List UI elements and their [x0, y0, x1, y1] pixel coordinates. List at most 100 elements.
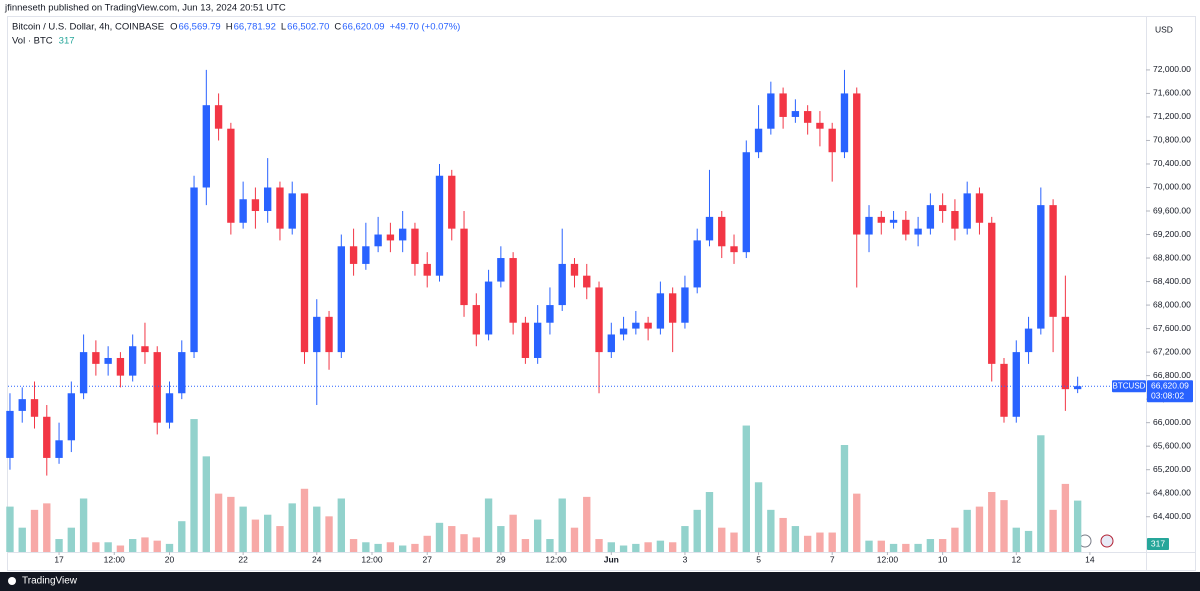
legend-value: 66,781.92	[234, 22, 276, 33]
x-tick-label: Jun	[604, 554, 619, 564]
volume-bar	[1037, 435, 1045, 552]
footer-bar	[0, 572, 1200, 591]
candle-body	[300, 193, 309, 353]
volume-bar	[411, 543, 419, 552]
volume-bar	[116, 545, 125, 552]
volume-bar	[681, 526, 689, 552]
candle-body	[988, 222, 996, 364]
candle-body	[202, 105, 211, 188]
volume-bar	[55, 539, 63, 552]
volume-bar	[877, 540, 885, 552]
candle-body	[276, 187, 284, 229]
candle-body	[730, 246, 738, 253]
volume-bar	[337, 498, 345, 552]
volume-bar	[276, 526, 284, 552]
volume-bar	[595, 539, 603, 552]
y-tick-label: 66,800.00	[1153, 370, 1191, 380]
volume-bar	[632, 543, 640, 552]
candle-body	[190, 187, 198, 353]
candle-body	[754, 128, 763, 153]
y-tick-label: 64,400.00	[1153, 511, 1191, 521]
volume-bar	[865, 540, 873, 552]
x-tick-label: 12:00	[877, 554, 899, 564]
logo	[8, 577, 16, 585]
legend-key: H	[226, 22, 233, 33]
candle-body	[79, 352, 88, 394]
volume-bar	[435, 522, 444, 552]
candle-body	[583, 275, 591, 288]
price-badge	[1147, 380, 1193, 403]
volume-bar	[938, 539, 947, 552]
candle-body	[460, 228, 468, 306]
volume-bar	[754, 482, 763, 552]
volume-bar	[533, 519, 542, 552]
y-tick-label: 66,000.00	[1153, 417, 1191, 427]
volume-bar	[18, 527, 26, 552]
candle-body	[853, 93, 861, 235]
candle-body	[632, 322, 640, 329]
y-tick-label: 68,000.00	[1153, 299, 1191, 309]
candle-body	[902, 219, 910, 235]
y-tick-label: 68,800.00	[1153, 252, 1191, 262]
x-tick-label: 20	[165, 554, 175, 564]
candle-body	[129, 346, 137, 376]
volume-bar	[362, 542, 370, 552]
candle-body	[693, 240, 701, 288]
x-tick-label: 14	[1085, 554, 1095, 564]
volume-bar	[644, 542, 652, 552]
volume-bar	[951, 527, 959, 552]
legend-value: 66,502.70	[287, 22, 329, 33]
volume-bar	[668, 542, 677, 552]
candle-body	[349, 246, 358, 264]
candle-body	[423, 263, 431, 276]
candle-body	[362, 246, 370, 264]
volume-bar	[1073, 500, 1082, 552]
candles	[6, 69, 1082, 476]
y-tick-label: 65,200.00	[1153, 464, 1191, 474]
candle-body	[926, 205, 935, 229]
symbol: Bitcoin / U.S. Dollar, 4h, COINBASE	[12, 22, 164, 33]
volume-bar	[141, 537, 149, 552]
x-tick-label: 22	[238, 554, 248, 564]
candle-body	[718, 216, 726, 247]
volume-bar	[619, 545, 628, 552]
candle-body	[411, 228, 419, 264]
countdown: 03:08:02	[1151, 390, 1184, 400]
volume-bar	[349, 539, 358, 552]
y-tick-label: 72,000.00	[1153, 64, 1191, 74]
volume-bar	[853, 493, 861, 552]
candle-body	[398, 228, 407, 241]
volume-bar	[902, 543, 910, 552]
candle-body	[141, 346, 149, 353]
volume-bar	[386, 542, 395, 552]
volume-bars	[6, 419, 1082, 552]
candle-body	[779, 93, 787, 117]
x-tick-label: 29	[496, 554, 506, 564]
candle-body	[951, 211, 959, 229]
candle-body	[1073, 386, 1082, 390]
volume-bar	[730, 532, 738, 552]
ticker-label: BTCUSD	[1113, 381, 1146, 390]
volume-bar	[30, 509, 39, 552]
volume-bar	[889, 543, 898, 552]
candle-body	[497, 258, 505, 282]
volume-bar	[1012, 527, 1020, 552]
candle-body	[251, 199, 260, 212]
candle-body	[325, 316, 333, 353]
candle-body	[791, 111, 800, 117]
currency: USD	[1155, 24, 1173, 34]
candle-body	[1012, 352, 1020, 417]
y-tick-label: 67,200.00	[1153, 346, 1191, 356]
volume-bar	[718, 527, 726, 552]
candle-body	[448, 175, 456, 229]
volume-bar	[914, 543, 922, 552]
volume-bar	[129, 539, 137, 552]
candle-body	[1000, 363, 1008, 417]
volume-bar	[803, 535, 812, 552]
volume-bar	[239, 506, 247, 552]
candle-body	[313, 316, 321, 353]
candle-body	[742, 152, 750, 253]
candle-body	[656, 293, 665, 329]
